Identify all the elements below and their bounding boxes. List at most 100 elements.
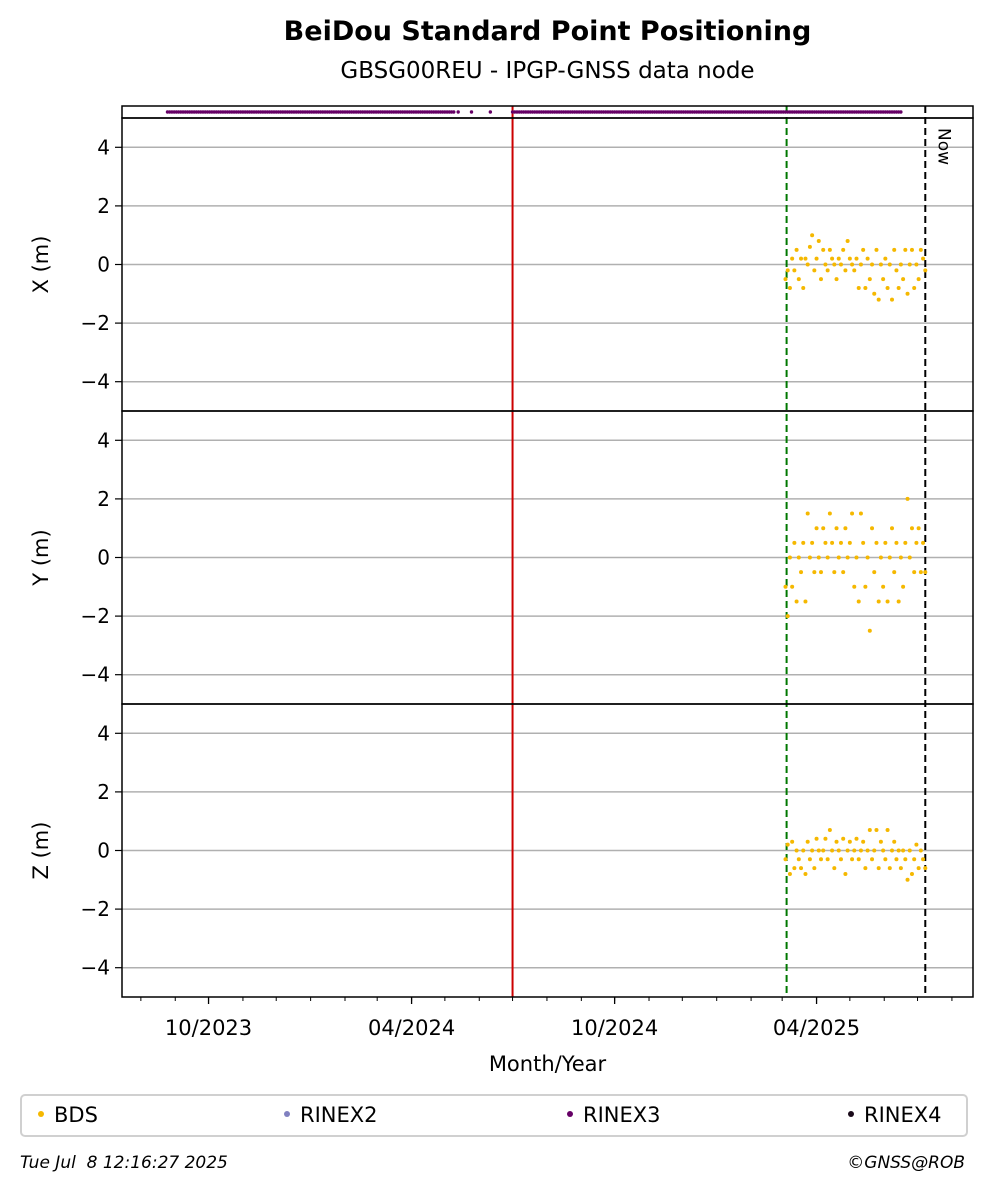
bds-point-2-16	[818, 570, 823, 575]
bds-point-1-51	[896, 285, 901, 290]
bds-point-1-57	[909, 247, 914, 252]
bds-point-1-37	[865, 256, 870, 261]
bds-point-3-24	[836, 848, 841, 853]
bds-point-3-16	[818, 857, 823, 862]
bds-point-3-57	[909, 871, 914, 876]
legend-label-rinex2: RINEX2	[300, 1103, 378, 1127]
bds-point-2-11	[807, 555, 812, 560]
y-tick-label-3--2: −2	[81, 897, 110, 921]
bds-point-1-14	[814, 256, 819, 261]
panel-frame-3	[121, 703, 974, 998]
bds-point-2-46	[885, 599, 890, 604]
bds-point-1-39	[870, 262, 875, 267]
bds-point-2-32	[854, 555, 859, 560]
rinex3-availability-0-129	[452, 110, 456, 114]
bds-point-1-22	[832, 262, 837, 267]
bds-point-2-40	[872, 570, 877, 575]
bds-point-3-5	[794, 848, 799, 853]
bds-point-1-31	[852, 268, 857, 273]
bds-point-3-2	[787, 871, 792, 876]
bds-point-1-54	[903, 247, 908, 252]
bds-point-3-56	[907, 848, 912, 853]
bds-point-2-38	[867, 628, 872, 633]
bds-point-3-11	[807, 857, 812, 862]
bds-point-2-6	[796, 555, 801, 560]
y-tick-label-2-2: 2	[97, 487, 110, 511]
y-tick-label-3-0: 0	[97, 839, 110, 863]
bds-point-3-34	[858, 848, 863, 853]
bds-point-1-53	[901, 277, 906, 282]
bds-point-3-37	[865, 848, 870, 853]
bds-point-1-33	[856, 285, 861, 290]
y-tick-label-3-2: 2	[97, 780, 110, 804]
bds-point-2-8	[801, 540, 806, 545]
bds-point-3-18	[823, 836, 828, 841]
bds-point-3-26	[841, 836, 846, 841]
bds-point-2-23	[834, 526, 839, 531]
y-tick-label-1-4: 4	[97, 135, 110, 159]
bds-point-1-0	[783, 277, 788, 282]
bds-point-2-25	[838, 540, 843, 545]
bds-point-1-60	[916, 277, 921, 282]
bds-point-1-23	[834, 277, 839, 282]
bds-point-3-38	[867, 827, 872, 832]
bds-point-2-21	[830, 540, 835, 545]
bds-point-1-5	[794, 247, 799, 252]
bds-point-3-47	[887, 866, 892, 871]
bds-point-3-28	[845, 848, 850, 853]
bds-point-2-31	[852, 584, 857, 589]
bds-point-2-13	[812, 570, 817, 575]
bds-point-3-60	[916, 866, 921, 871]
bds-point-3-59	[914, 842, 919, 847]
bds-point-2-44	[881, 584, 886, 589]
bds-point-2-28	[845, 555, 850, 560]
bds-point-2-53	[901, 584, 906, 589]
bds-point-2-18	[823, 540, 828, 545]
bds-point-3-39	[870, 857, 875, 862]
bds-point-1-56	[907, 262, 912, 267]
bds-point-2-19	[825, 555, 830, 560]
bds-point-2-45	[883, 540, 888, 545]
bds-point-2-43	[878, 555, 883, 560]
bds-point-1-52	[898, 262, 903, 267]
y-axis-label-1: X (m)	[29, 236, 53, 294]
bds-point-3-1	[785, 842, 790, 847]
bds-point-2-27	[843, 526, 848, 531]
bds-point-3-10	[805, 839, 810, 844]
bds-point-2-29	[847, 540, 852, 545]
bds-point-1-40	[872, 291, 877, 296]
bds-point-3-30	[850, 857, 855, 862]
bds-point-2-35	[861, 540, 866, 545]
bds-point-2-20	[827, 511, 832, 516]
chart-subtitle: GBSG00REU - IPGP-GNSS data node	[340, 58, 755, 84]
legend: BDS RINEX2 RINEX3 RINEX4	[20, 1094, 968, 1137]
now-label: Now	[933, 128, 953, 165]
bds-point-3-48	[890, 848, 895, 853]
bds-point-1-50	[894, 268, 899, 273]
y-tick-label-1-2: 2	[97, 194, 110, 218]
rinex3-availability-iso-2	[488, 110, 493, 114]
legend-label-rinex4: RINEX4	[864, 1103, 942, 1127]
legend-label-rinex3: RINEX3	[583, 1103, 661, 1127]
bds-point-1-30	[850, 262, 855, 267]
bds-point-3-17	[821, 848, 826, 853]
bds-point-3-6	[796, 857, 801, 862]
bds-point-1-45	[883, 256, 888, 261]
bds-point-2-0	[783, 584, 788, 589]
bds-point-2-14	[814, 526, 819, 531]
legend-marker-bds	[38, 1111, 44, 1117]
bds-point-1-20	[827, 247, 832, 252]
bds-point-2-56	[907, 555, 912, 560]
bds-point-2-57	[909, 526, 914, 531]
bds-point-2-55	[905, 496, 910, 501]
bds-point-2-7	[799, 570, 804, 575]
bds-point-1-16	[818, 277, 823, 282]
bds-point-3-49	[892, 839, 897, 844]
bds-point-3-45	[883, 857, 888, 862]
bds-point-1-49	[892, 247, 897, 252]
bds-point-1-21	[830, 256, 835, 261]
x-axis-label: Month/Year	[489, 1052, 607, 1076]
bds-point-3-40	[872, 848, 877, 853]
bds-point-3-3	[790, 839, 795, 844]
bds-point-2-36	[863, 584, 868, 589]
